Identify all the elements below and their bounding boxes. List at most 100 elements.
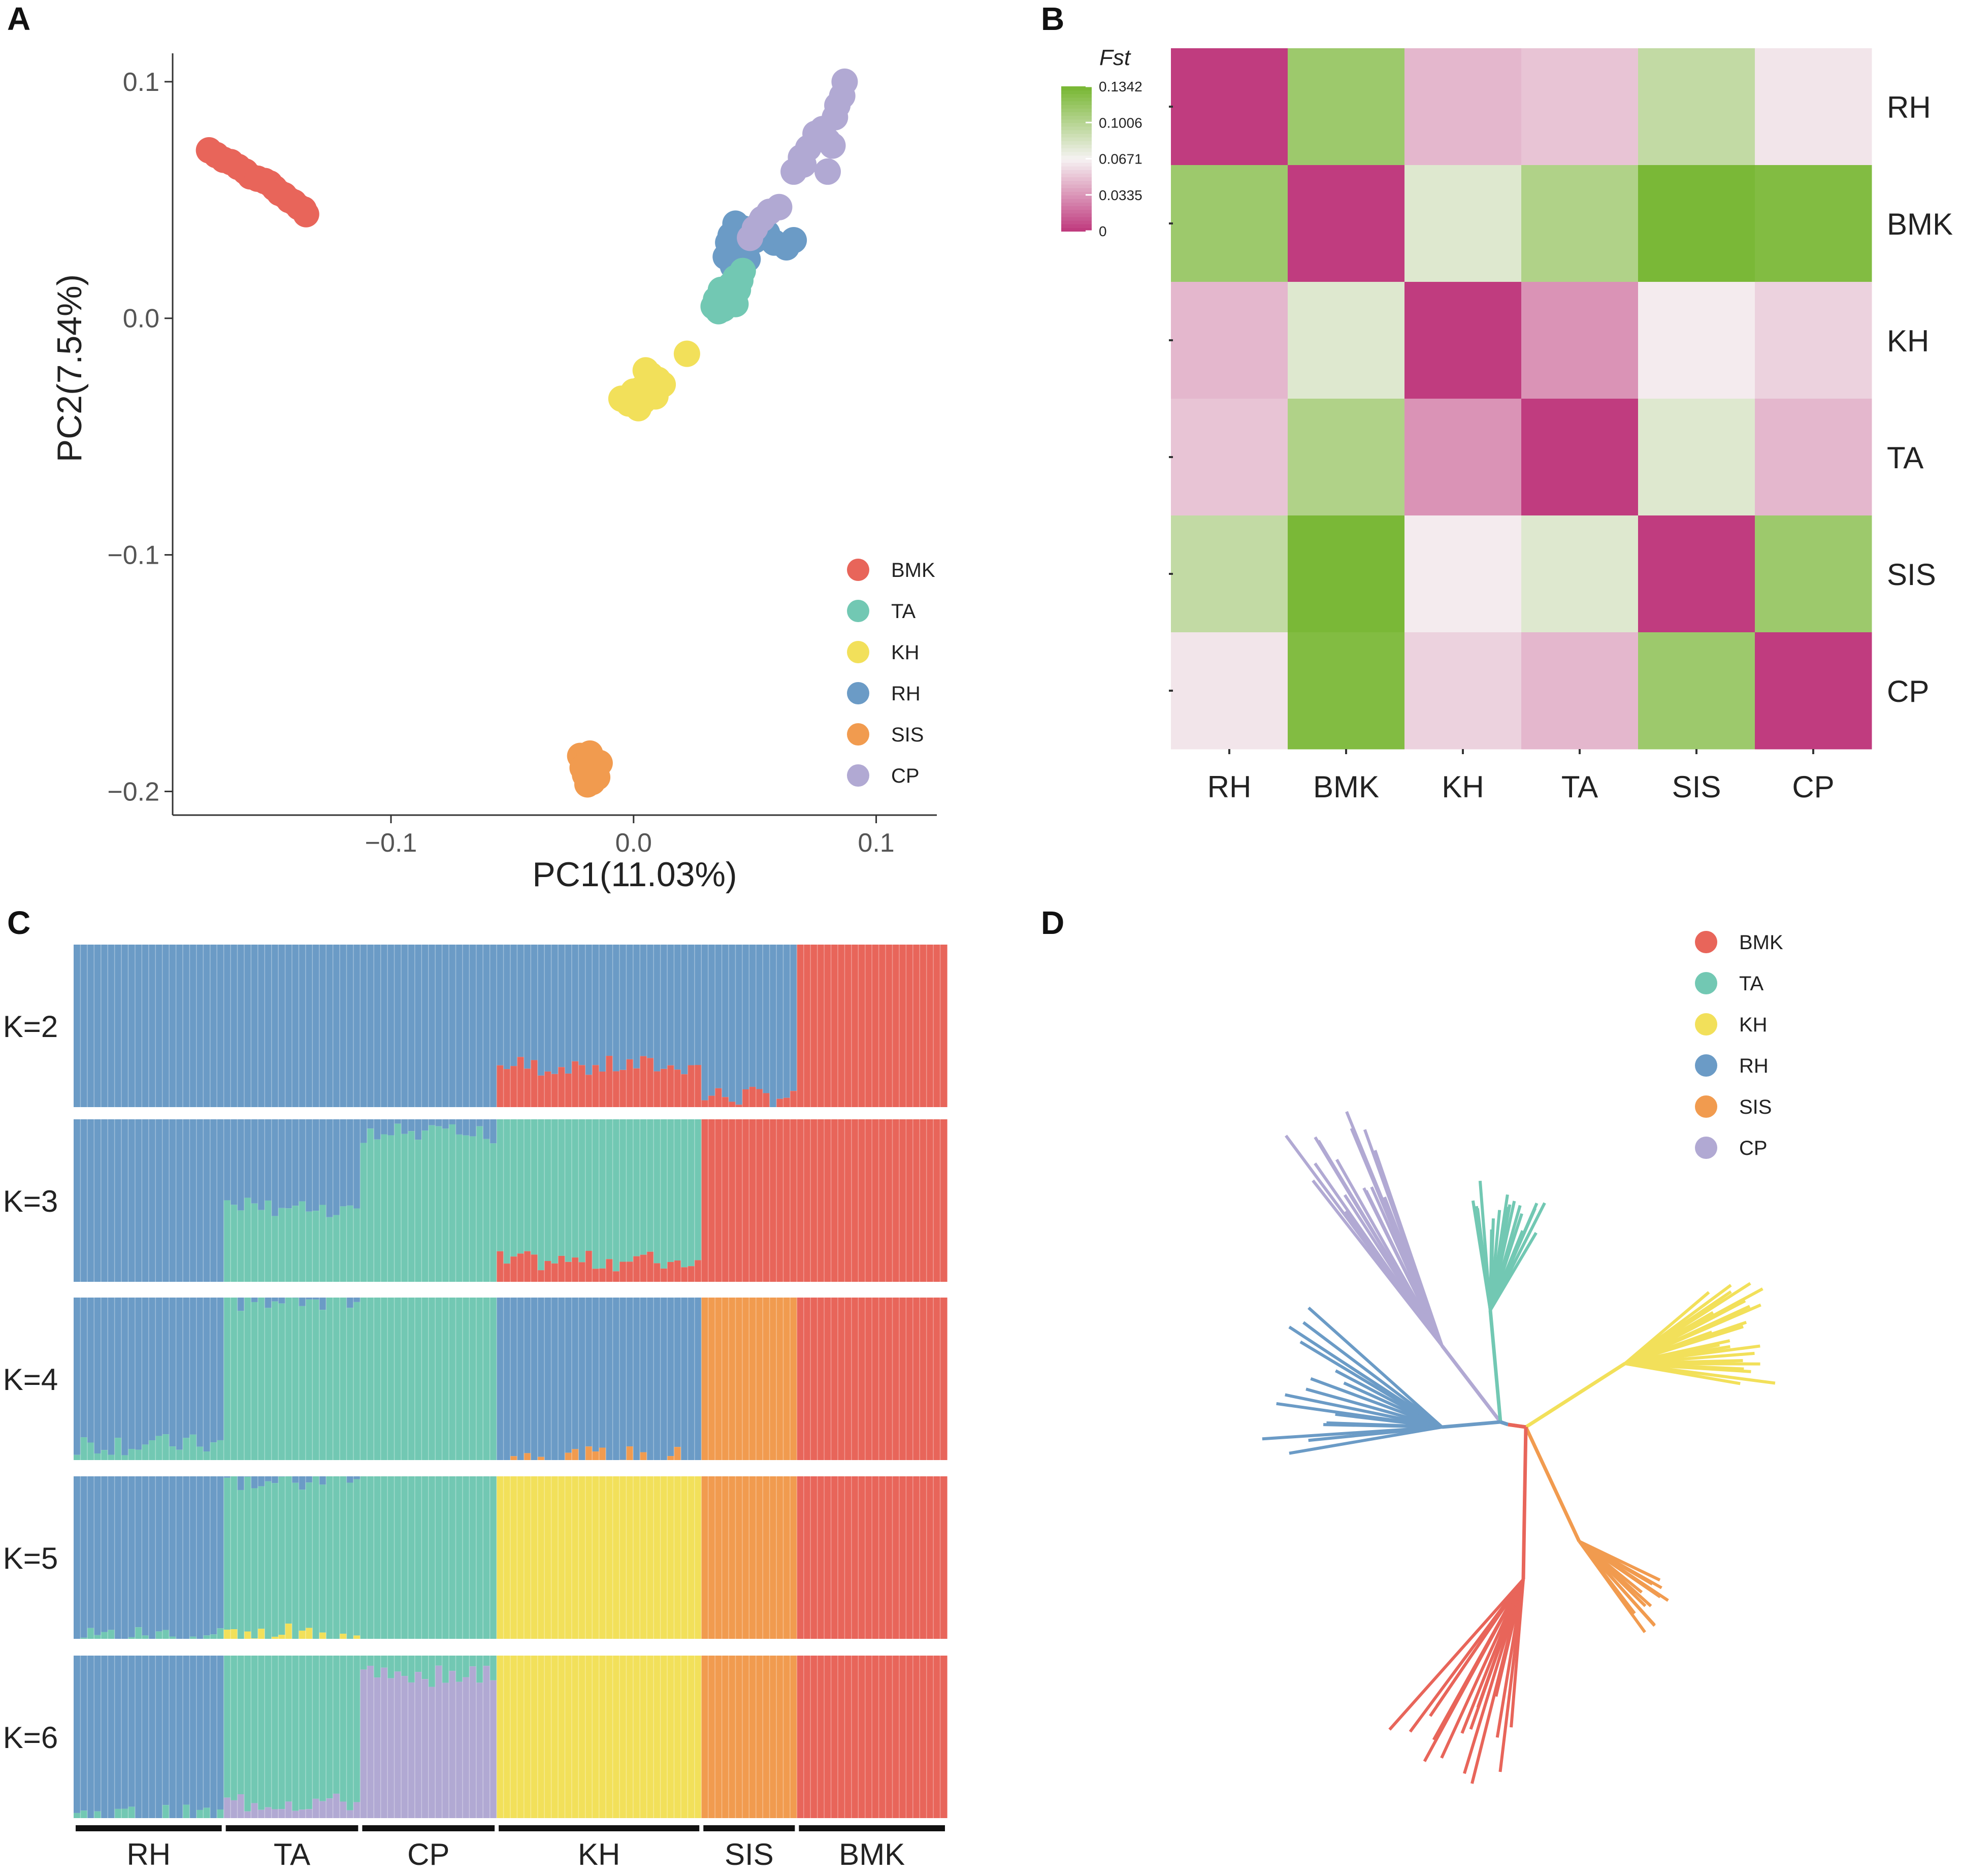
admixture-bar-segment xyxy=(469,1476,477,1639)
admixture-bar-segment xyxy=(94,945,102,1107)
admixture-bar-segment xyxy=(912,945,920,1107)
fst-cell-cp-bmk xyxy=(1288,632,1405,750)
admixture-bar-segment xyxy=(135,1656,142,1818)
fst-cell-kh-rh xyxy=(1171,282,1288,399)
admixture-k-label: K=6 xyxy=(3,1721,58,1755)
admixture-bar-segment xyxy=(312,1476,320,1639)
admixture-bar-segment xyxy=(121,945,129,1107)
admixture-bar-segment xyxy=(640,1298,647,1452)
admixture-bar-segment xyxy=(142,1444,149,1460)
admixture-bar-segment xyxy=(933,1476,941,1639)
admixture-bar-segment xyxy=(531,1254,538,1282)
admixture-bar-segment xyxy=(340,1476,347,1634)
admixture-bar-segment xyxy=(729,1298,736,1460)
tree-branch xyxy=(1624,1362,1741,1385)
admixture-bar-segment xyxy=(606,1476,613,1639)
admixture-bar-segment xyxy=(851,1656,859,1818)
admixture-bar-segment xyxy=(244,1631,251,1639)
admixture-bar-segment xyxy=(237,1311,245,1460)
admixture-bar-segment xyxy=(633,945,640,1069)
admixture-bar-segment xyxy=(305,1298,313,1300)
admixture-bar-segment xyxy=(121,1455,129,1460)
admixture-bar-segment xyxy=(449,1298,456,1460)
admixture-bar-segment xyxy=(558,945,566,1068)
admixture-k-label: K=3 xyxy=(3,1184,58,1218)
admixture-bar-segment xyxy=(571,945,579,1061)
admixture-bar-segment xyxy=(763,945,770,1093)
admixture-bar-segment xyxy=(599,1072,606,1107)
admixture-bar-segment xyxy=(223,945,231,1107)
admixture-bar-segment xyxy=(688,1656,695,1818)
admixture-bar-segment xyxy=(237,1298,245,1311)
admixture-bar-segment xyxy=(292,1298,300,1460)
admixture-bar-segment xyxy=(251,1638,258,1639)
admixture-bar-segment xyxy=(346,1476,354,1483)
admixture-bar-segment xyxy=(653,1476,661,1639)
admixture-bar-segment xyxy=(912,1476,920,1639)
admixture-bar-segment xyxy=(667,1298,675,1457)
admixture-bar-segment xyxy=(292,1810,300,1818)
admixture-bar-segment xyxy=(237,945,245,1107)
admixture-bar-segment xyxy=(599,1656,606,1818)
admixture-bar-segment xyxy=(763,1119,770,1282)
admixture-bar-segment xyxy=(305,1809,313,1818)
admixture-bar-segment xyxy=(544,1656,552,1818)
admixture-bar-segment xyxy=(906,945,913,1107)
admixture-bar-segment xyxy=(531,1656,538,1818)
fst-cell-kh-kh xyxy=(1404,282,1522,399)
admixture-bar-segment xyxy=(558,1476,566,1639)
admixture-bar-segment xyxy=(660,1476,668,1639)
tree-branch xyxy=(1363,1129,1444,1347)
admixture-row-k2: K=2 xyxy=(3,945,947,1107)
fst-cell-kh-ta xyxy=(1521,282,1639,399)
fst-colorbar-segment xyxy=(1061,126,1092,131)
admixture-bar-segment xyxy=(217,945,224,1107)
admixture-bar-segment xyxy=(442,1656,449,1683)
admixture-bar-segment xyxy=(299,1656,306,1810)
admixture-bar-segment xyxy=(585,1298,593,1447)
admixture-bar-segment xyxy=(558,1119,566,1256)
admixture-bar-segment xyxy=(612,1476,620,1639)
admixture-bar-segment xyxy=(803,1476,811,1639)
admixture-bar-segment xyxy=(169,1446,177,1460)
admixture-bar-segment xyxy=(640,1254,647,1282)
admixture-bar-segment xyxy=(196,1476,204,1639)
fst-colorbar-segment xyxy=(1061,144,1092,149)
admixture-bar-segment xyxy=(783,1476,791,1639)
admixture-bar-segment xyxy=(80,945,88,1107)
admixture-bar-segment xyxy=(653,1119,661,1264)
admixture-bar-segment xyxy=(203,1635,211,1639)
fst-colorbar-segment xyxy=(1061,223,1092,228)
admixture-bar-segment xyxy=(196,945,204,1107)
pca-point-rh xyxy=(780,227,807,254)
admixture-bar-segment xyxy=(537,1119,545,1271)
admixture-bar-segment xyxy=(333,1656,340,1794)
admixture-bar-segment xyxy=(551,1074,559,1107)
admixture-bar-segment xyxy=(660,945,668,1069)
pca-legend-label-rh: RH xyxy=(891,683,921,705)
admixture-bar-segment xyxy=(578,1119,586,1263)
admixture-bar-segment xyxy=(565,1656,572,1818)
admixture-bar-segment xyxy=(660,1656,668,1818)
admixture-bar-segment xyxy=(142,1298,149,1445)
admixture-bar-segment xyxy=(128,1298,136,1449)
admixture-bar-segment xyxy=(524,1656,531,1818)
admixture-bar-segment xyxy=(537,1270,545,1282)
admixture-bar-segment xyxy=(80,1637,88,1639)
fst-row-label-bmk: BMK xyxy=(1887,207,1953,241)
fst-colorbar-segment xyxy=(1061,119,1092,123)
pca-x-tick-label: −0.1 xyxy=(365,828,417,858)
admixture-bar-segment xyxy=(592,1298,600,1452)
tree-clade-rh xyxy=(1262,1306,1509,1455)
admixture-bar-segment xyxy=(380,1119,388,1135)
admixture-bar-segment xyxy=(231,945,238,1107)
admixture-bar-segment xyxy=(612,1656,620,1818)
admixture-bar-segment xyxy=(135,945,142,1107)
admixture-bar-segment xyxy=(299,1490,306,1631)
admixture-bar-segment xyxy=(319,1801,326,1818)
admixture-bar-segment xyxy=(920,1298,927,1460)
tree-legend-label-kh: KH xyxy=(1739,1014,1768,1036)
admixture-bar-segment xyxy=(892,1119,900,1282)
admixture-bar-segment xyxy=(708,1298,715,1460)
admixture-bar-segment xyxy=(619,945,627,1070)
